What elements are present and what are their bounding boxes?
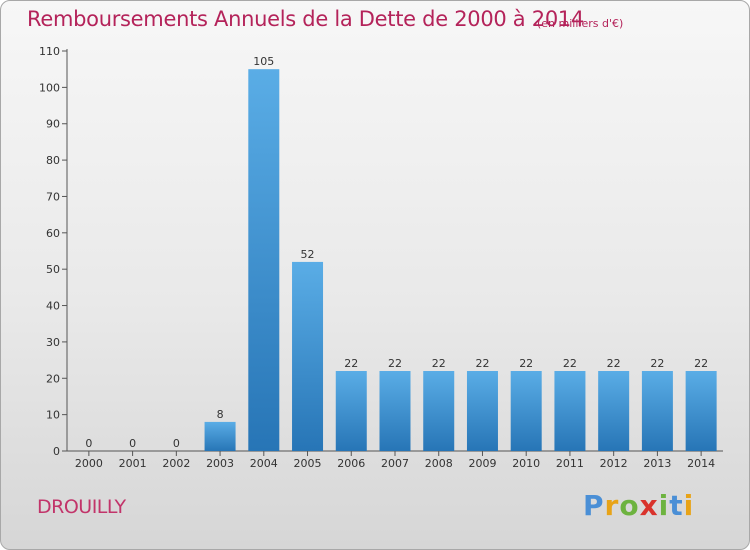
x-tick-label: 2013 xyxy=(643,457,671,470)
x-tick-label: 2006 xyxy=(337,457,365,470)
data-label: 0 xyxy=(173,437,180,450)
bar[interactable] xyxy=(204,421,236,451)
logo-letter: r xyxy=(604,489,620,522)
logo-letter: i xyxy=(658,489,670,522)
bar[interactable] xyxy=(510,371,542,451)
bar[interactable] xyxy=(423,371,455,451)
data-label: 22 xyxy=(563,357,577,370)
x-tick-label: 2003 xyxy=(206,457,234,470)
bar[interactable] xyxy=(598,371,630,451)
bar[interactable] xyxy=(292,261,324,451)
bar[interactable] xyxy=(379,371,411,451)
data-label: 8 xyxy=(217,408,224,421)
data-label: 22 xyxy=(388,357,402,370)
x-tick-label: 2014 xyxy=(687,457,715,470)
data-label: 22 xyxy=(475,357,489,370)
data-label: 105 xyxy=(253,55,274,68)
y-tick-label: 0 xyxy=(53,445,60,458)
y-tick-label: 10 xyxy=(46,409,60,422)
x-tick-label: 2009 xyxy=(468,457,496,470)
proxiti-logo[interactable]: Proxiti xyxy=(583,489,694,522)
logo-letter: i xyxy=(683,489,695,522)
x-tick-label: 2010 xyxy=(512,457,540,470)
data-label: 22 xyxy=(650,357,664,370)
y-tick-label: 50 xyxy=(46,263,60,276)
logo-letter: P xyxy=(583,489,605,522)
data-label: 22 xyxy=(694,357,708,370)
y-tick-label: 30 xyxy=(46,336,60,349)
data-label: 22 xyxy=(607,357,621,370)
x-tick-label: 2012 xyxy=(600,457,628,470)
x-tick-label: 2011 xyxy=(556,457,584,470)
logo-letter: x xyxy=(639,489,659,522)
y-tick-label: 110 xyxy=(39,45,60,58)
bars xyxy=(204,69,717,451)
data-label: 22 xyxy=(519,357,533,370)
y-tick-label: 100 xyxy=(39,81,60,94)
y-tick-label: 40 xyxy=(46,300,60,313)
bar[interactable] xyxy=(685,371,717,451)
data-label: 22 xyxy=(344,357,358,370)
y-tick-label: 60 xyxy=(46,227,60,240)
x-tick-label: 2004 xyxy=(250,457,278,470)
data-label: 0 xyxy=(129,437,136,450)
bar[interactable] xyxy=(641,371,673,451)
bar[interactable] xyxy=(554,371,586,451)
unit-label: (en milliers d'€) xyxy=(537,17,624,30)
x-tick-label: 2008 xyxy=(425,457,453,470)
y-tick-label: 70 xyxy=(46,190,60,203)
x-tick-label: 2007 xyxy=(381,457,409,470)
x-tick-label: 2002 xyxy=(162,457,190,470)
y-tick-label: 20 xyxy=(46,372,60,385)
x-tick-label: 2001 xyxy=(119,457,147,470)
bar[interactable] xyxy=(335,371,367,451)
logo-letter: t xyxy=(669,489,684,522)
place-name: DROUILLY xyxy=(37,496,126,518)
bar[interactable] xyxy=(248,69,280,451)
y-tick-label: 90 xyxy=(46,118,60,131)
data-label: 0 xyxy=(85,437,92,450)
logo-letter: o xyxy=(619,489,640,522)
y-tick-label: 80 xyxy=(46,154,60,167)
x-tick-label: 2005 xyxy=(294,457,322,470)
chart-title: Remboursements Annuels de la Dette de 20… xyxy=(27,7,584,31)
data-label: 52 xyxy=(301,248,315,261)
labels: 2000 0 2001 0 2002 0 2003 8 2004 105 2005 52 2006 22 2… xyxy=(75,55,715,470)
x-tick-label: 2000 xyxy=(75,457,103,470)
data-label: 22 xyxy=(432,357,446,370)
bar[interactable] xyxy=(466,371,498,451)
